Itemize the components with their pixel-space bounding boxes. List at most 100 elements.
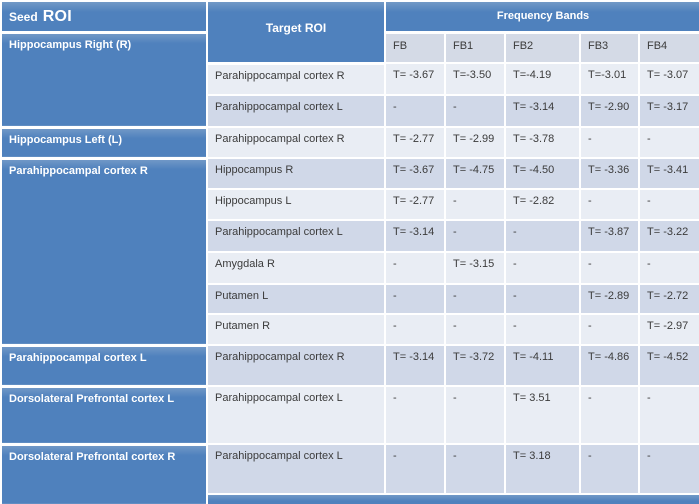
target-roi-cell: Parahippocampal cortex R [207, 127, 386, 159]
seed-roi-cell: Hippocampus Left (L) [1, 127, 208, 160]
table-row: Hippocampus Right (R) FB FB1 FB2 FB3 FB4 [1, 32, 699, 129]
t-value-cell: T= -4.11 [505, 345, 581, 387]
t-value-cell: T= -3.67 [385, 63, 446, 96]
t-value-cell: T= -2.97 [639, 314, 699, 346]
t-value-cell: - [445, 314, 506, 346]
table-row: Putamen L - - - T= -2.89 T= -2.72 [1, 284, 699, 315]
target-roi-cell: Putamen L [207, 284, 386, 315]
table-row: Hippocampus Left (L) Parahippocampal cort… [1, 127, 699, 160]
t-value-cell: T= -4.86 [580, 345, 640, 387]
seed-label: Seed [9, 10, 38, 24]
t-value-cell: - [639, 127, 699, 159]
target-roi-cell: Putamen R [207, 314, 386, 346]
t-value-cell: - [580, 127, 640, 159]
t-value-cell: T= 3.18 [505, 444, 581, 495]
target-roi-cell: Parahippocampal cortex L [207, 444, 386, 495]
table-row: Amygdala R - T= -3.15- - - [1, 252, 699, 285]
t-value-cell: - [445, 386, 506, 445]
table-row: Hippocampus L T= -2.77- T= -2.82- - [1, 189, 699, 221]
target-roi-cell: Parahippocampal cortex R [207, 63, 386, 96]
t-value-cell: - [385, 444, 446, 495]
fb-column-header: FB1 [445, 32, 506, 64]
t-value-cell: - [445, 95, 506, 128]
frequency-bands-header: Frequency Bands [385, 1, 699, 34]
fb-column-header: FB2 [505, 32, 581, 64]
fb-column-header: FB [385, 32, 446, 64]
t-value-cell: T= -3.17 [639, 95, 699, 128]
table-row: Parahippocampal cortex R T= -3.67 T=-3.50 T… [1, 63, 699, 96]
target-roi-cell: Parahippocampal cortex R [207, 345, 386, 387]
t-value-cell: - [639, 386, 699, 445]
t-value-cell: - [385, 284, 446, 315]
t-value-cell: - [580, 252, 640, 285]
t-value-cell: T=-3.01 [580, 63, 640, 96]
t-value-cell: - [580, 189, 640, 221]
seed-roi-header: Seed ROI [1, 1, 208, 34]
seed-roi-cell: Dorsolateral Prefrontal cortex L [1, 386, 208, 446]
t-value-cell: - [505, 252, 581, 285]
t-value-cell: T= -3.87 [580, 220, 640, 253]
table-row: Seed ROI Target ROI Frequency Bands [1, 1, 699, 65]
t-value-cell: - [580, 386, 640, 445]
table-row: Dorsolateral Prefrontal cortex R Parahipp… [1, 444, 699, 504]
t-value-cell: - [505, 284, 581, 315]
t-value-cell: - [505, 314, 581, 346]
target-roi-cell: Parahippocampal cortex L [207, 386, 386, 445]
t-value-cell: T= -4.50 [505, 158, 581, 190]
t-value-cell: - [385, 314, 446, 346]
table-row: Parahippocampal cortex L - - T= -3.14 T= -2.… [1, 95, 699, 128]
t-value-cell: T= -3.41 [639, 158, 699, 190]
t-value-cell: - [639, 444, 699, 495]
table-row: Putamen R - - - - T= -2.97 [1, 314, 699, 346]
t-value-cell: T= -2.99 [445, 127, 506, 159]
t-value-cell: - [385, 386, 446, 445]
t-value-cell: T= 3.51 [505, 386, 581, 445]
t-value-cell: T= -3.72 [445, 345, 506, 387]
t-value-cell: T= -3.36 [580, 158, 640, 190]
t-value-cell: - [445, 444, 506, 495]
bottom-bar [207, 494, 699, 504]
table-row: Parahippocampal cortex L Parahippocampal … [1, 345, 699, 388]
t-value-cell: - [445, 284, 506, 315]
t-value-cell: T= -3.78 [505, 127, 581, 159]
t-value-cell: T=-4.19 [505, 63, 581, 96]
seed-roi-cell: Dorsolateral Prefrontal cortex R [1, 444, 208, 504]
t-value-cell: - [580, 314, 640, 346]
table-row: Parahippocampal cortex L T= -3.14- - T= -3.… [1, 220, 699, 253]
t-value-cell: T= -2.82 [505, 189, 581, 221]
t-value-cell: - [639, 252, 699, 285]
t-value-cell: T= -3.07 [639, 63, 699, 96]
t-value-cell: - [385, 252, 446, 285]
target-roi-cell: Parahippocampal cortex L [207, 220, 386, 253]
t-value-cell: T= -2.72 [639, 284, 699, 315]
target-roi-header: Target ROI [207, 1, 386, 65]
t-value-cell: T= -4.75 [445, 158, 506, 190]
t-value-cell: T= -2.77 [385, 127, 446, 159]
t-value-cell: - [505, 220, 581, 253]
t-value-cell: T= -3.22 [639, 220, 699, 253]
table-row [1, 494, 699, 504]
target-roi-cell: Hippocampus R [207, 158, 386, 190]
t-value-cell: - [385, 95, 446, 128]
seed-roi-cell: Hippocampus Right (R) [1, 32, 208, 129]
t-value-cell: T= -2.89 [580, 284, 640, 315]
t-value-cell: T= -3.14 [505, 95, 581, 128]
table-row: Dorsolateral Prefrontal cortex L Parahipp… [1, 386, 699, 446]
t-value-cell: T= -2.77 [385, 189, 446, 221]
table-row: Parahippocampal cortex R Hippocampus R T= … [1, 158, 699, 347]
target-roi-cell: Parahippocampal cortex L [207, 95, 386, 128]
fb-column-header: FB4 [639, 32, 699, 64]
t-value-cell: - [580, 444, 640, 495]
seed-roi-cell: Parahippocampal cortex L [1, 345, 208, 388]
t-value-cell: - [445, 189, 506, 221]
t-value-cell: T=-3.50 [445, 63, 506, 96]
t-value-cell: T= -3.14 [385, 220, 446, 253]
t-value-cell: T= -4.52 [639, 345, 699, 387]
t-value-cell: T= -3.67 [385, 158, 446, 190]
fb-column-header: FB3 [580, 32, 640, 64]
target-roi-cell: Hippocampus L [207, 189, 386, 221]
t-value-cell: - [639, 189, 699, 221]
t-value-cell: T= -2.90 [580, 95, 640, 128]
roi-label: ROI [42, 8, 73, 25]
